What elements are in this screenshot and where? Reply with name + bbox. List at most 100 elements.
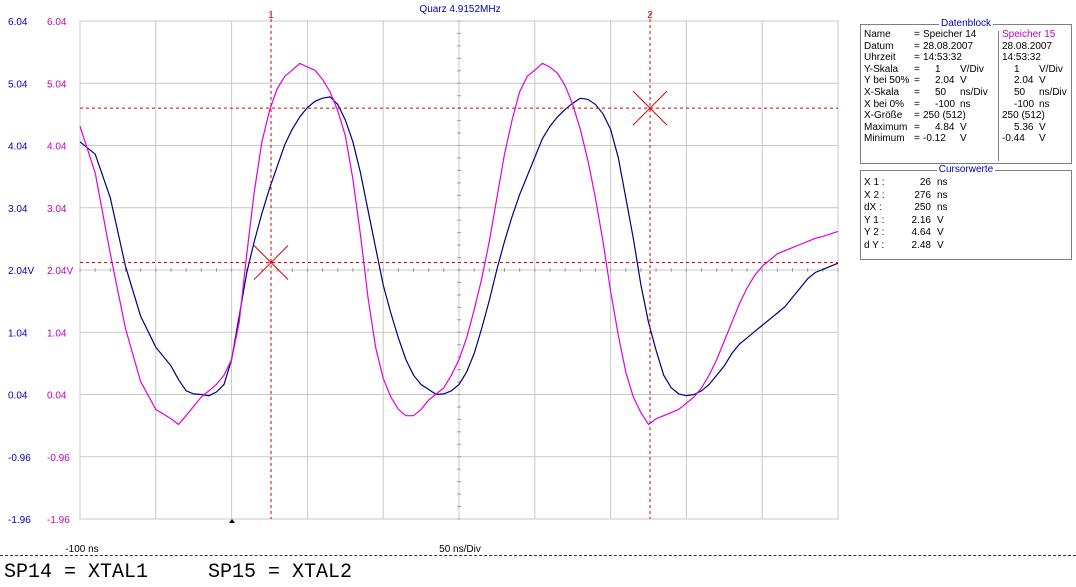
datenblock-v1: Speicher 14: [923, 29, 977, 40]
cursor-label-2: 2: [647, 10, 653, 21]
cursorwert-label: Y 1 :: [864, 214, 885, 226]
y-tick-label-left: 4.04: [8, 142, 28, 153]
cursor-label-1: 1: [268, 10, 274, 21]
cursorwerte-title: Cursorwerte: [936, 164, 996, 175]
datenblock-eq: =: [914, 40, 920, 52]
datenblock-v2u: ns/Div: [1039, 87, 1067, 98]
cursorwert-row: X 1 : 26 ns: [861, 177, 1071, 188]
chart-grid: [79, 20, 839, 520]
datenblock-v1: -100: [935, 98, 956, 110]
datenblock-row: Uhrzeit = 14:53:32 14:53:32: [861, 52, 1071, 63]
waveform-series: [79, 62, 839, 426]
datenblock-label: X-Größe: [864, 110, 903, 122]
y-tick-label-right: 6.04: [47, 17, 67, 28]
y-tick-label-right: 3.04: [47, 204, 67, 215]
y-tick-label-right: 1.04: [47, 328, 67, 339]
datenblock-v2u: V: [1039, 121, 1046, 133]
cursorwert-row: Y 1 : 2.16 V: [861, 215, 1071, 226]
datenblock-label: Datum: [864, 40, 894, 52]
cursorwert-value: 276: [914, 189, 931, 201]
datenblock-row: Minimum = -0.12 V -0.44 V: [861, 133, 1071, 144]
cursorwert-row: dX : 250 ns: [861, 202, 1071, 213]
cursorwert-label: Y 2 :: [864, 227, 885, 238]
datenblock-eq: =: [914, 98, 920, 110]
datenblock-eq: =: [914, 110, 920, 122]
datenblock-v2: 2.04: [1014, 75, 1034, 87]
cursorwerte-panel: Cursorwerte X 1 : 26 ns X 2 : 276 ns dX : 250 ns…: [860, 164, 1072, 260]
datenblock-v2: 50: [1014, 87, 1026, 98]
datenblock-label: Y bei 50%: [864, 75, 910, 87]
chart-title: Quarz 4.9152MHz: [419, 4, 500, 15]
datenblock-eq: =: [914, 121, 920, 133]
oscilloscope-chart: 6.04 6.04 5.04 5.04 4.04 4.04 3.04 3.04 2.04V 2.0…: [8, 4, 839, 555]
cursor-1-cross-b: [253, 245, 289, 280]
datenblock-label: X-Skala: [864, 87, 900, 98]
datenblock-label: Y-Skala: [864, 63, 899, 75]
cursorwert-label: dX :: [864, 202, 882, 213]
datenblock-eq: =: [914, 87, 920, 98]
datenblock-eq: =: [914, 63, 920, 75]
datenblock-v1: 4.84: [935, 121, 955, 133]
x-start-label: -100 ns: [65, 544, 98, 555]
y-tick-labels: 6.04 6.04 5.04 5.04 4.04 4.04 3.04 3.04 2.04V 2.0…: [8, 17, 73, 526]
cursorwert-unit: V: [937, 227, 944, 238]
datenblock-label: Uhrzeit: [864, 52, 896, 64]
x-scale-label: 50 ns/Div: [439, 544, 481, 555]
series-line-1: [79, 96, 839, 397]
cursorwert-value: 26: [919, 177, 931, 188]
cursorwert-unit: ns: [937, 202, 948, 213]
datenblock-v2: 250 (512): [1002, 110, 1045, 122]
datenblock-v2u: V: [1039, 133, 1046, 145]
y-tick-label-right: 0.04: [47, 391, 67, 402]
y-tick-label-left: -0.96: [8, 453, 31, 464]
datenblock-row: X-Skala = 50 ns/Div 50 ns/Div: [861, 87, 1071, 98]
y-tick-label-right: -1.96: [47, 515, 70, 526]
cursorwert-value: 2.16: [911, 214, 931, 226]
datenblock-row: X bei 0% = -100 ns -100 ns: [861, 99, 1071, 110]
datenblock-label: Maximum: [864, 121, 908, 133]
datenblock-v1: 14:53:32: [923, 52, 962, 64]
datenblock-eq: =: [914, 52, 920, 64]
datenblock-v1: 50: [935, 87, 947, 98]
cursorwert-value: 250: [914, 202, 931, 213]
datenblock-row: Maximum = 4.84 V 5.36 V: [861, 122, 1071, 133]
y-tick-label-left: 3.04: [8, 204, 28, 215]
datenblock-v2: 1: [1014, 63, 1020, 75]
datenblock-v1: 28.08.2007: [923, 40, 974, 52]
datenblock-v2u: V: [1039, 75, 1046, 87]
datenblock-v2: Speicher 15: [1002, 29, 1056, 40]
cursorwert-value: 4.64: [911, 227, 931, 238]
footer-separator: [0, 555, 1076, 556]
cursorwert-unit: V: [937, 239, 944, 251]
cursor-2-cross-b: [632, 90, 668, 126]
cursorwert-label: X 1 :: [864, 177, 885, 188]
series-line-2: [79, 62, 839, 426]
datenblock-v2: 5.36: [1014, 121, 1034, 133]
datenblock-row: Datum = 28.08.2007 28.08.2007: [861, 41, 1071, 52]
datenblock-v2: -0.44: [1002, 133, 1025, 145]
datenblock-v2: -100: [1014, 98, 1035, 110]
datenblock-v1u: ns/Div: [960, 87, 988, 98]
y-tick-label-left: 6.04: [8, 17, 28, 28]
cursorwert-value: 2.48: [911, 239, 931, 251]
datenblock-v2u: V/Div: [1039, 63, 1063, 75]
datenblock-row: Y bei 50% = 2.04 V 2.04 V: [861, 75, 1071, 86]
datenblock-eq: =: [914, 29, 920, 40]
trigger-marker: [229, 519, 235, 523]
cursorwert-unit: V: [937, 214, 944, 226]
y-tick-label-left: 2.04V: [8, 266, 34, 277]
datenblock-v1: 1: [935, 63, 941, 75]
datenblock-row: Y-Skala = 1 V/Div 1 V/Div: [861, 64, 1071, 75]
datenblock-row: Name = Speicher 14 Speicher 15: [861, 29, 1071, 40]
footer-label: SP14 = XTAL1 SP15 = XTAL2: [4, 561, 353, 584]
cursorwert-label: d Y :: [864, 239, 885, 251]
cursorwert-row: d Y : 2.48 V: [861, 240, 1071, 251]
datenblock-v1u: V/Div: [960, 63, 984, 75]
datenblock-v2: 14:53:32: [1002, 52, 1041, 64]
datenblock-v1: 250 (512): [923, 110, 966, 122]
datenblock-v1u: V: [960, 121, 967, 133]
cursorwert-unit: ns: [937, 189, 948, 201]
y-tick-label-left: 0.04: [8, 391, 28, 402]
y-tick-label-left: -1.96: [8, 515, 31, 526]
